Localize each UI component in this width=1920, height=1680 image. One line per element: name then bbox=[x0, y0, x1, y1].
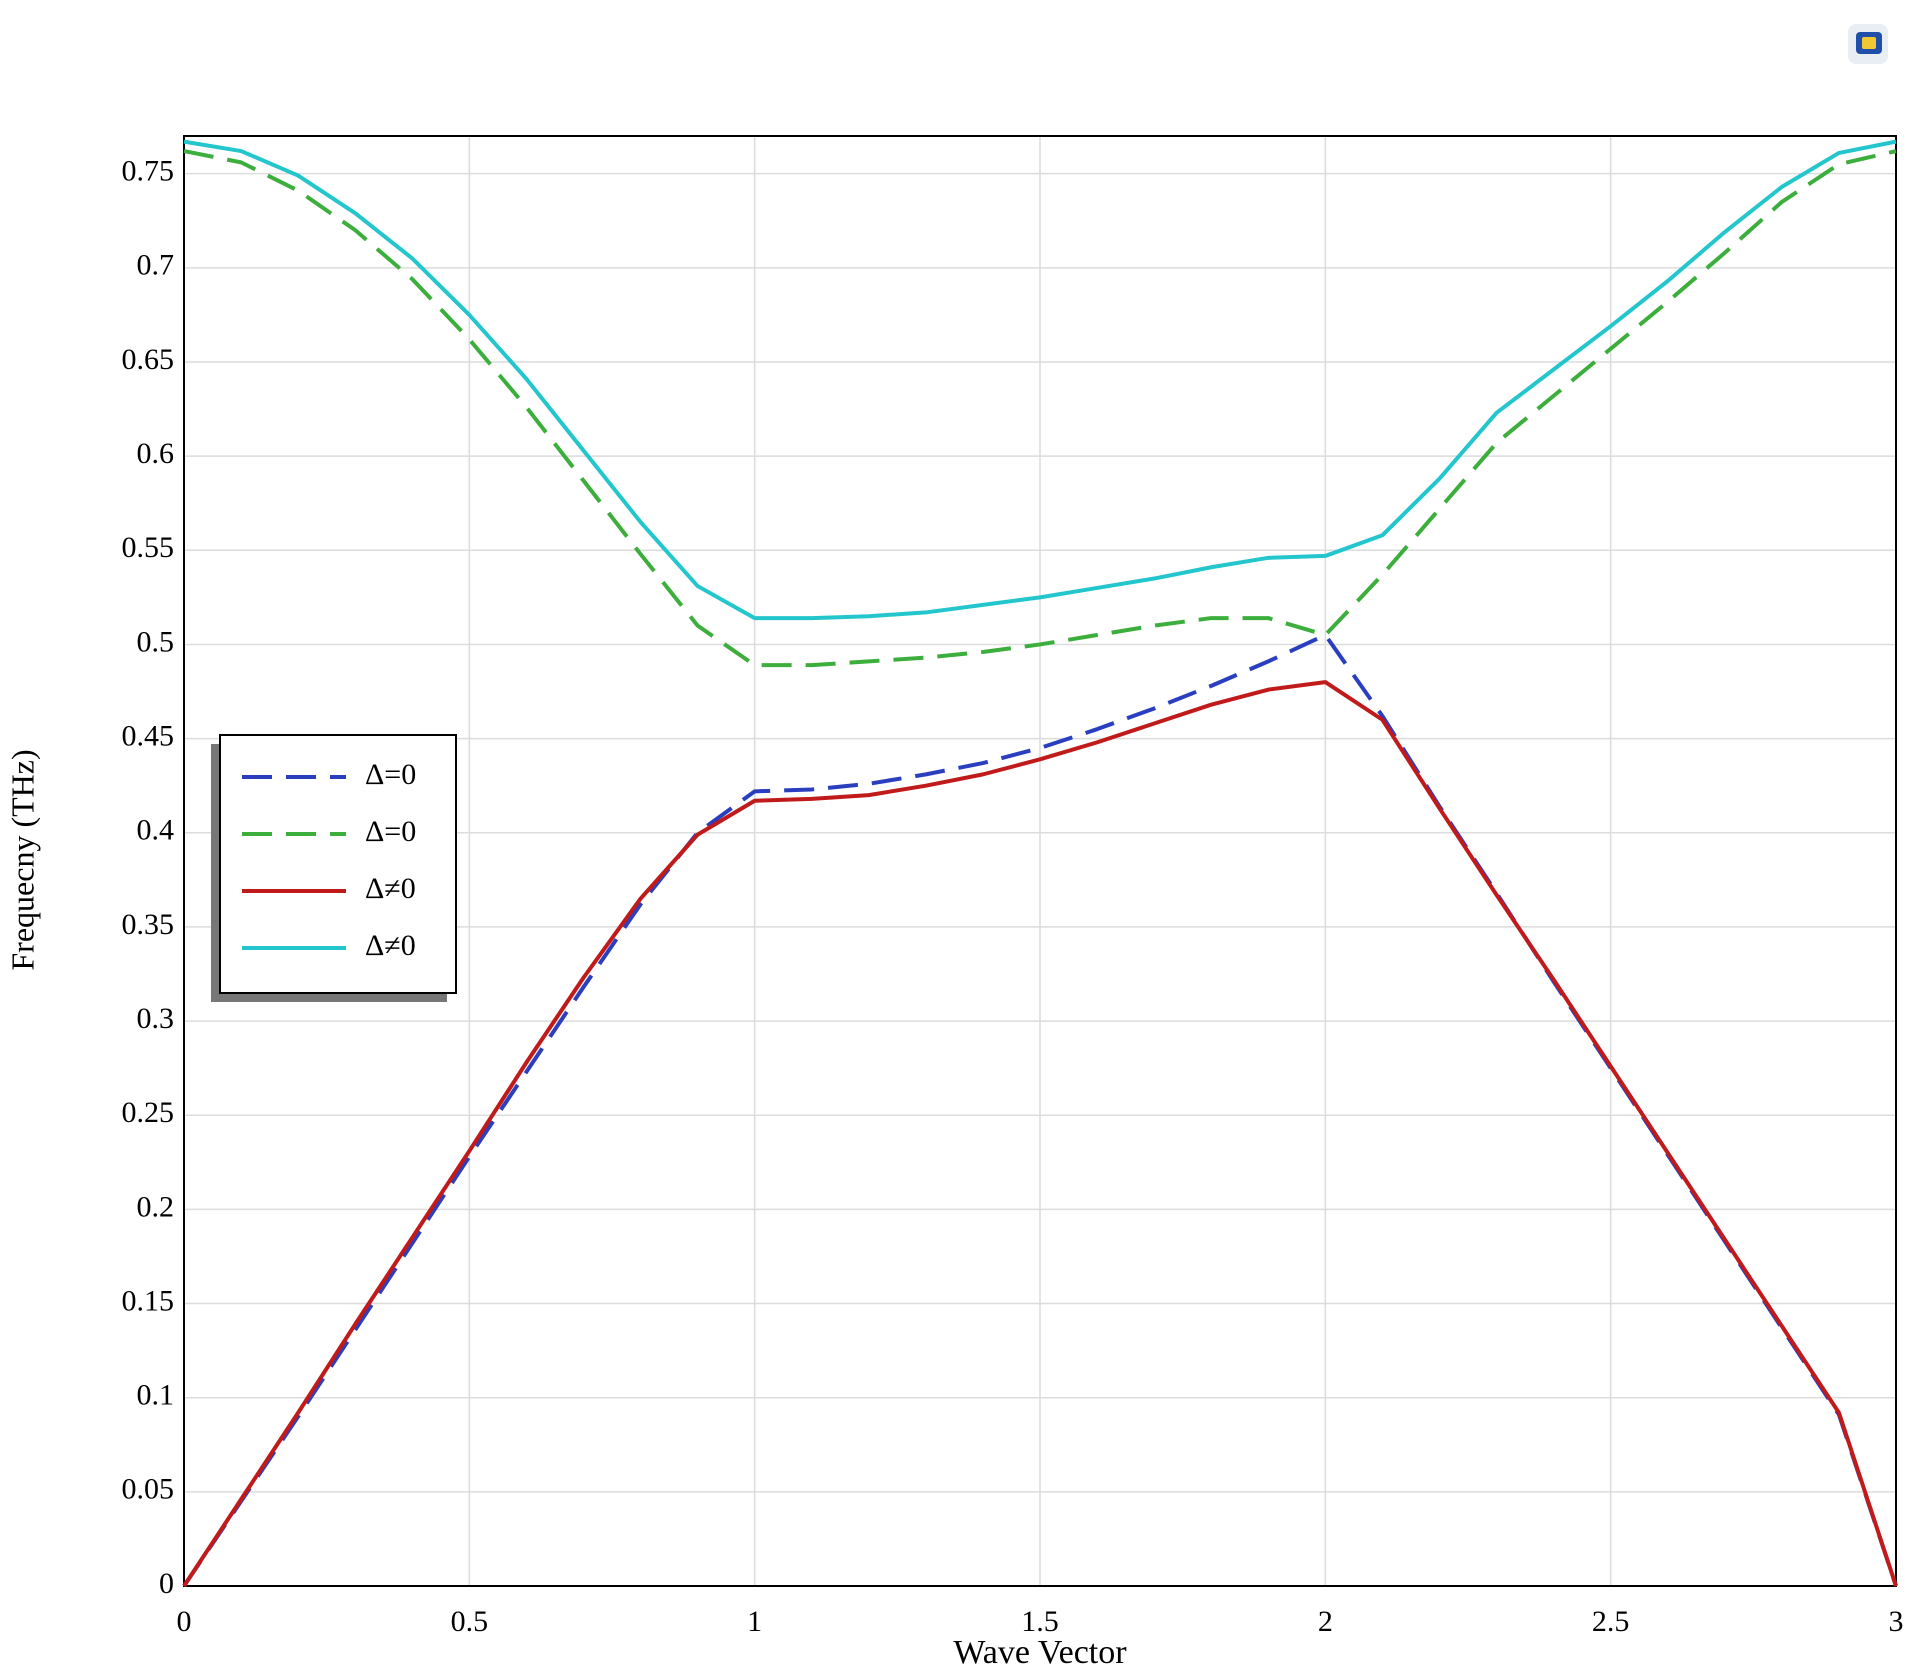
y-tick-label: 0.75 bbox=[122, 155, 175, 188]
x-axis-label: Wave Vector bbox=[953, 1634, 1127, 1671]
y-tick-label: 0.45 bbox=[122, 719, 175, 752]
legend: Δ=0 Δ=0 Δ≠0 Δ≠0 bbox=[211, 734, 457, 1002]
y-tick-label: 0.2 bbox=[137, 1190, 175, 1223]
y-tick-label: 0.05 bbox=[122, 1473, 175, 1506]
x-tick-label: 3 bbox=[1889, 1605, 1904, 1638]
y-tick-label: 0.3 bbox=[137, 1002, 175, 1035]
y-tick-label: 0.35 bbox=[122, 908, 175, 941]
x-tick-label: 2 bbox=[1318, 1605, 1333, 1638]
y-tick-label: 0 bbox=[159, 1567, 174, 1600]
series-line bbox=[183, 139, 1897, 621]
series-line bbox=[182, 680, 1898, 1588]
legend-label: Δ=0 bbox=[365, 815, 416, 848]
y-tick-label: 0.4 bbox=[137, 814, 175, 847]
y-tick-label: 0.55 bbox=[122, 531, 175, 564]
legend-label: Δ=0 bbox=[365, 758, 416, 791]
y-tick-label: 0.7 bbox=[137, 249, 175, 282]
y-tick-label: 0.25 bbox=[122, 1096, 175, 1129]
x-tick-label: 1.5 bbox=[1021, 1605, 1059, 1638]
x-tick-label: 0 bbox=[177, 1605, 192, 1638]
y-tick-label: 0.6 bbox=[137, 437, 175, 470]
x-tick-label: 0.5 bbox=[451, 1605, 489, 1638]
x-tick-label: 2.5 bbox=[1592, 1605, 1630, 1638]
y-tick-label: 0.15 bbox=[122, 1284, 175, 1317]
y-axis-label: Frequecny (THz) bbox=[4, 749, 40, 970]
legend-label: Δ≠0 bbox=[365, 929, 416, 962]
plot-frame bbox=[183, 135, 1897, 1587]
legend-label: Δ≠0 bbox=[365, 872, 416, 905]
y-tick-label: 0.1 bbox=[137, 1379, 175, 1412]
y-tick-label: 0.65 bbox=[122, 343, 175, 376]
x-tick-label: 1 bbox=[747, 1605, 762, 1638]
series-line bbox=[183, 149, 1897, 668]
app-icon bbox=[1848, 24, 1888, 64]
y-tick-label: 0.5 bbox=[137, 625, 175, 658]
legend-box bbox=[219, 734, 457, 994]
